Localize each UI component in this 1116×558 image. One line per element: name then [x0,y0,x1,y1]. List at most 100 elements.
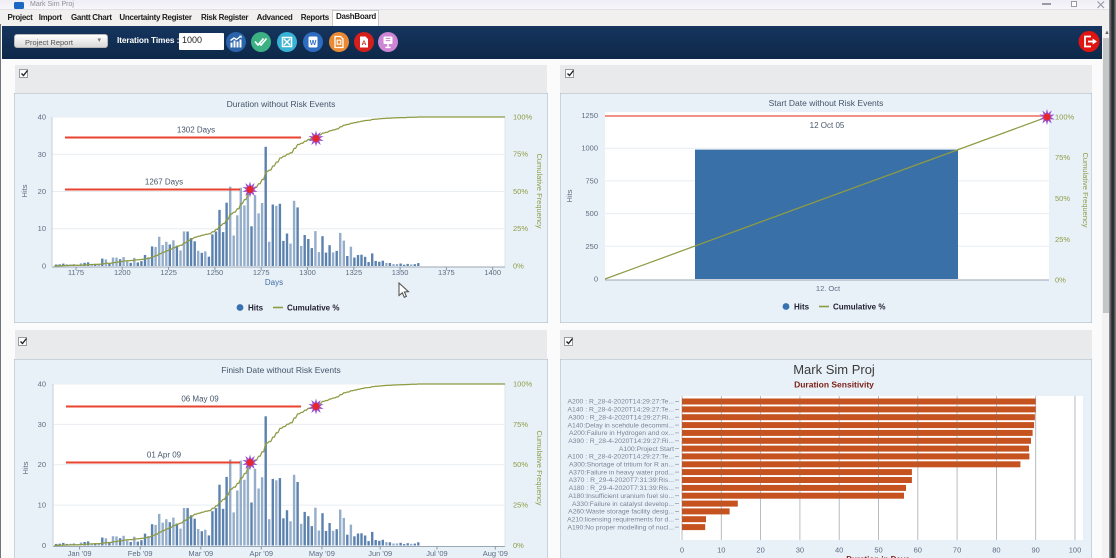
svg-text:Apr '09: Apr '09 [250,549,274,558]
svg-text:Aug '09: Aug '09 [483,549,508,558]
svg-text:A200:Failure in Hydrogen and o: A200:Failure in Hydrogen and ox... [569,430,674,437]
svg-text:A180 : R_29-4-2020T7:31:39:Ris: A180 : R_29-4-2020T7:31:39:Ris... [569,485,675,492]
svg-text:10: 10 [38,501,46,510]
svg-text:20: 20 [38,187,46,196]
svg-text:A390 : R_28-4-2020T14:29:27:Ri: A390 : R_28-4-2020T14:29:27:Ri... [568,438,674,445]
svg-text:25%: 25% [513,501,528,510]
svg-text:50: 50 [874,546,882,555]
svg-text:1267 Days: 1267 Days [145,178,183,187]
svg-text:1302 Days: 1302 Days [177,126,215,135]
svg-text:0%: 0% [1055,276,1066,285]
svg-text:100%: 100% [513,112,533,121]
svg-text:30: 30 [38,150,46,159]
svg-text:Cumulative %: Cumulative % [287,304,339,313]
svg-text:1200: 1200 [114,268,131,277]
svg-text:70: 70 [953,546,961,555]
svg-text:40: 40 [38,380,46,389]
svg-text:75%: 75% [513,150,528,159]
svg-text:Cumulative Frequency: Cumulative Frequency [1081,152,1090,227]
svg-text:Mark Sim Proj: Mark Sim Proj [793,362,875,377]
svg-text:75%: 75% [513,420,528,429]
svg-text:1375: 1375 [438,268,455,277]
svg-text:80: 80 [992,546,1000,555]
svg-text:A: A [362,40,367,47]
svg-text:Jul '09: Jul '09 [426,549,447,558]
svg-text:1250: 1250 [581,111,598,120]
svg-text:90: 90 [1032,546,1040,555]
svg-text:Duration without Risk Events: Duration without Risk Events [227,99,336,109]
svg-text:Start Date without Risk Events: Start Date without Risk Events [769,98,884,108]
svg-text:A180:Insufficient uranium fuel: A180:Insufficient uranium fuel slo... [568,493,674,500]
svg-text:50%: 50% [513,187,528,196]
svg-text:Jan '09: Jan '09 [68,549,92,558]
svg-text:06 May 09: 06 May 09 [181,395,219,404]
svg-text:10: 10 [38,224,46,233]
svg-text:A190:No proper modelling of nu: A190:No proper modelling of nucl... [567,524,674,531]
svg-text:1300: 1300 [299,268,316,277]
svg-text:100: 100 [1069,546,1082,555]
svg-text:Hits: Hits [565,189,574,202]
svg-text:10: 10 [717,546,725,555]
svg-text:A140:Delay in scehdule decommi: A140:Delay in scehdule decommi... [567,422,674,429]
svg-text:50%: 50% [513,460,528,469]
svg-text:Jun '09: Jun '09 [368,549,392,558]
svg-text:75%: 75% [1055,153,1070,162]
svg-text:30: 30 [38,420,46,429]
svg-text:1400: 1400 [484,268,501,277]
svg-text:Hits: Hits [21,461,30,474]
svg-text:Cumulative Frequency: Cumulative Frequency [535,430,544,505]
svg-text:Duration Sensitivity: Duration Sensitivity [794,380,874,390]
svg-text:0: 0 [680,546,684,555]
svg-text:0%: 0% [513,262,524,271]
svg-text:Feb '09: Feb '09 [128,549,153,558]
svg-text:12. Oct: 12. Oct [816,284,841,293]
svg-text:Cumulative %: Cumulative % [833,303,885,312]
svg-text:1350: 1350 [392,268,409,277]
svg-text:20: 20 [38,460,46,469]
svg-text:1000: 1000 [581,144,598,153]
svg-text:12 Oct 05: 12 Oct 05 [810,121,845,130]
svg-text:A210:licensing requirements fo: A210:licensing requirements for d... [567,516,674,523]
svg-text:01 Apr 09: 01 Apr 09 [147,451,182,460]
svg-text:A300 : R_28-4-2020T14:29:27:Ri: A300 : R_28-4-2020T14:29:27:Ri... [568,414,674,421]
svg-text:Hits: Hits [248,304,264,313]
svg-text:Mar '09: Mar '09 [188,549,213,558]
svg-text:Duration in Days: Duration in Days [846,555,910,558]
svg-text:A370 : R_29-4-2020T7:31:39:Ris: A370 : R_29-4-2020T7:31:39:Ris... [569,477,675,484]
svg-text:100%: 100% [513,380,533,389]
svg-text:1175: 1175 [68,268,84,277]
svg-text:A100:Project Start: A100:Project Start [619,446,674,453]
svg-text:40: 40 [835,546,843,555]
svg-text:A370:Failure in heavy water pr: A370:Failure in heavy water prod... [569,469,675,476]
svg-text:100%: 100% [1055,113,1075,122]
svg-text:0: 0 [42,262,46,271]
svg-text:30: 30 [796,546,804,555]
svg-text:A330:Failure in catalyst devel: A330:Failure in catalyst develop... [572,501,674,508]
svg-text:60: 60 [914,546,922,555]
svg-text:1250: 1250 [207,268,224,277]
svg-text:25%: 25% [513,224,528,233]
svg-text:A100 : R_28-4-2020T14:29:27:Te: A100 : R_28-4-2020T14:29:27:Te... [567,454,674,461]
svg-text:Cumulative Frequency: Cumulative Frequency [535,153,544,228]
svg-text:1275: 1275 [253,268,270,277]
svg-text:A200 : R_28-4-2020T14:29:27:Te: A200 : R_28-4-2020T14:29:27:Te... [567,399,674,406]
svg-text:0: 0 [594,275,598,284]
svg-text:40: 40 [38,113,46,122]
svg-text:Days: Days [265,278,283,287]
svg-text:Finish Date without Risk Event: Finish Date without Risk Events [221,365,341,375]
svg-text:50%: 50% [1055,194,1070,203]
svg-text:20: 20 [756,546,764,555]
svg-text:1225: 1225 [160,268,177,277]
svg-text:W: W [310,40,317,47]
svg-text:0: 0 [42,541,46,550]
svg-text:0%: 0% [513,541,524,550]
svg-text:Hits: Hits [20,184,29,197]
svg-text:A260:Waste storage facility de: A260:Waste storage facility desig... [568,509,674,516]
svg-text:25%: 25% [1055,235,1070,244]
svg-text:750: 750 [585,176,598,185]
svg-text:500: 500 [585,209,598,218]
svg-text:May '09: May '09 [309,549,335,558]
svg-text:Hits: Hits [794,303,810,312]
svg-text:1325: 1325 [345,268,362,277]
svg-text:A300:Shortage of tritium for R: A300:Shortage of tritium for R an... [569,462,674,469]
